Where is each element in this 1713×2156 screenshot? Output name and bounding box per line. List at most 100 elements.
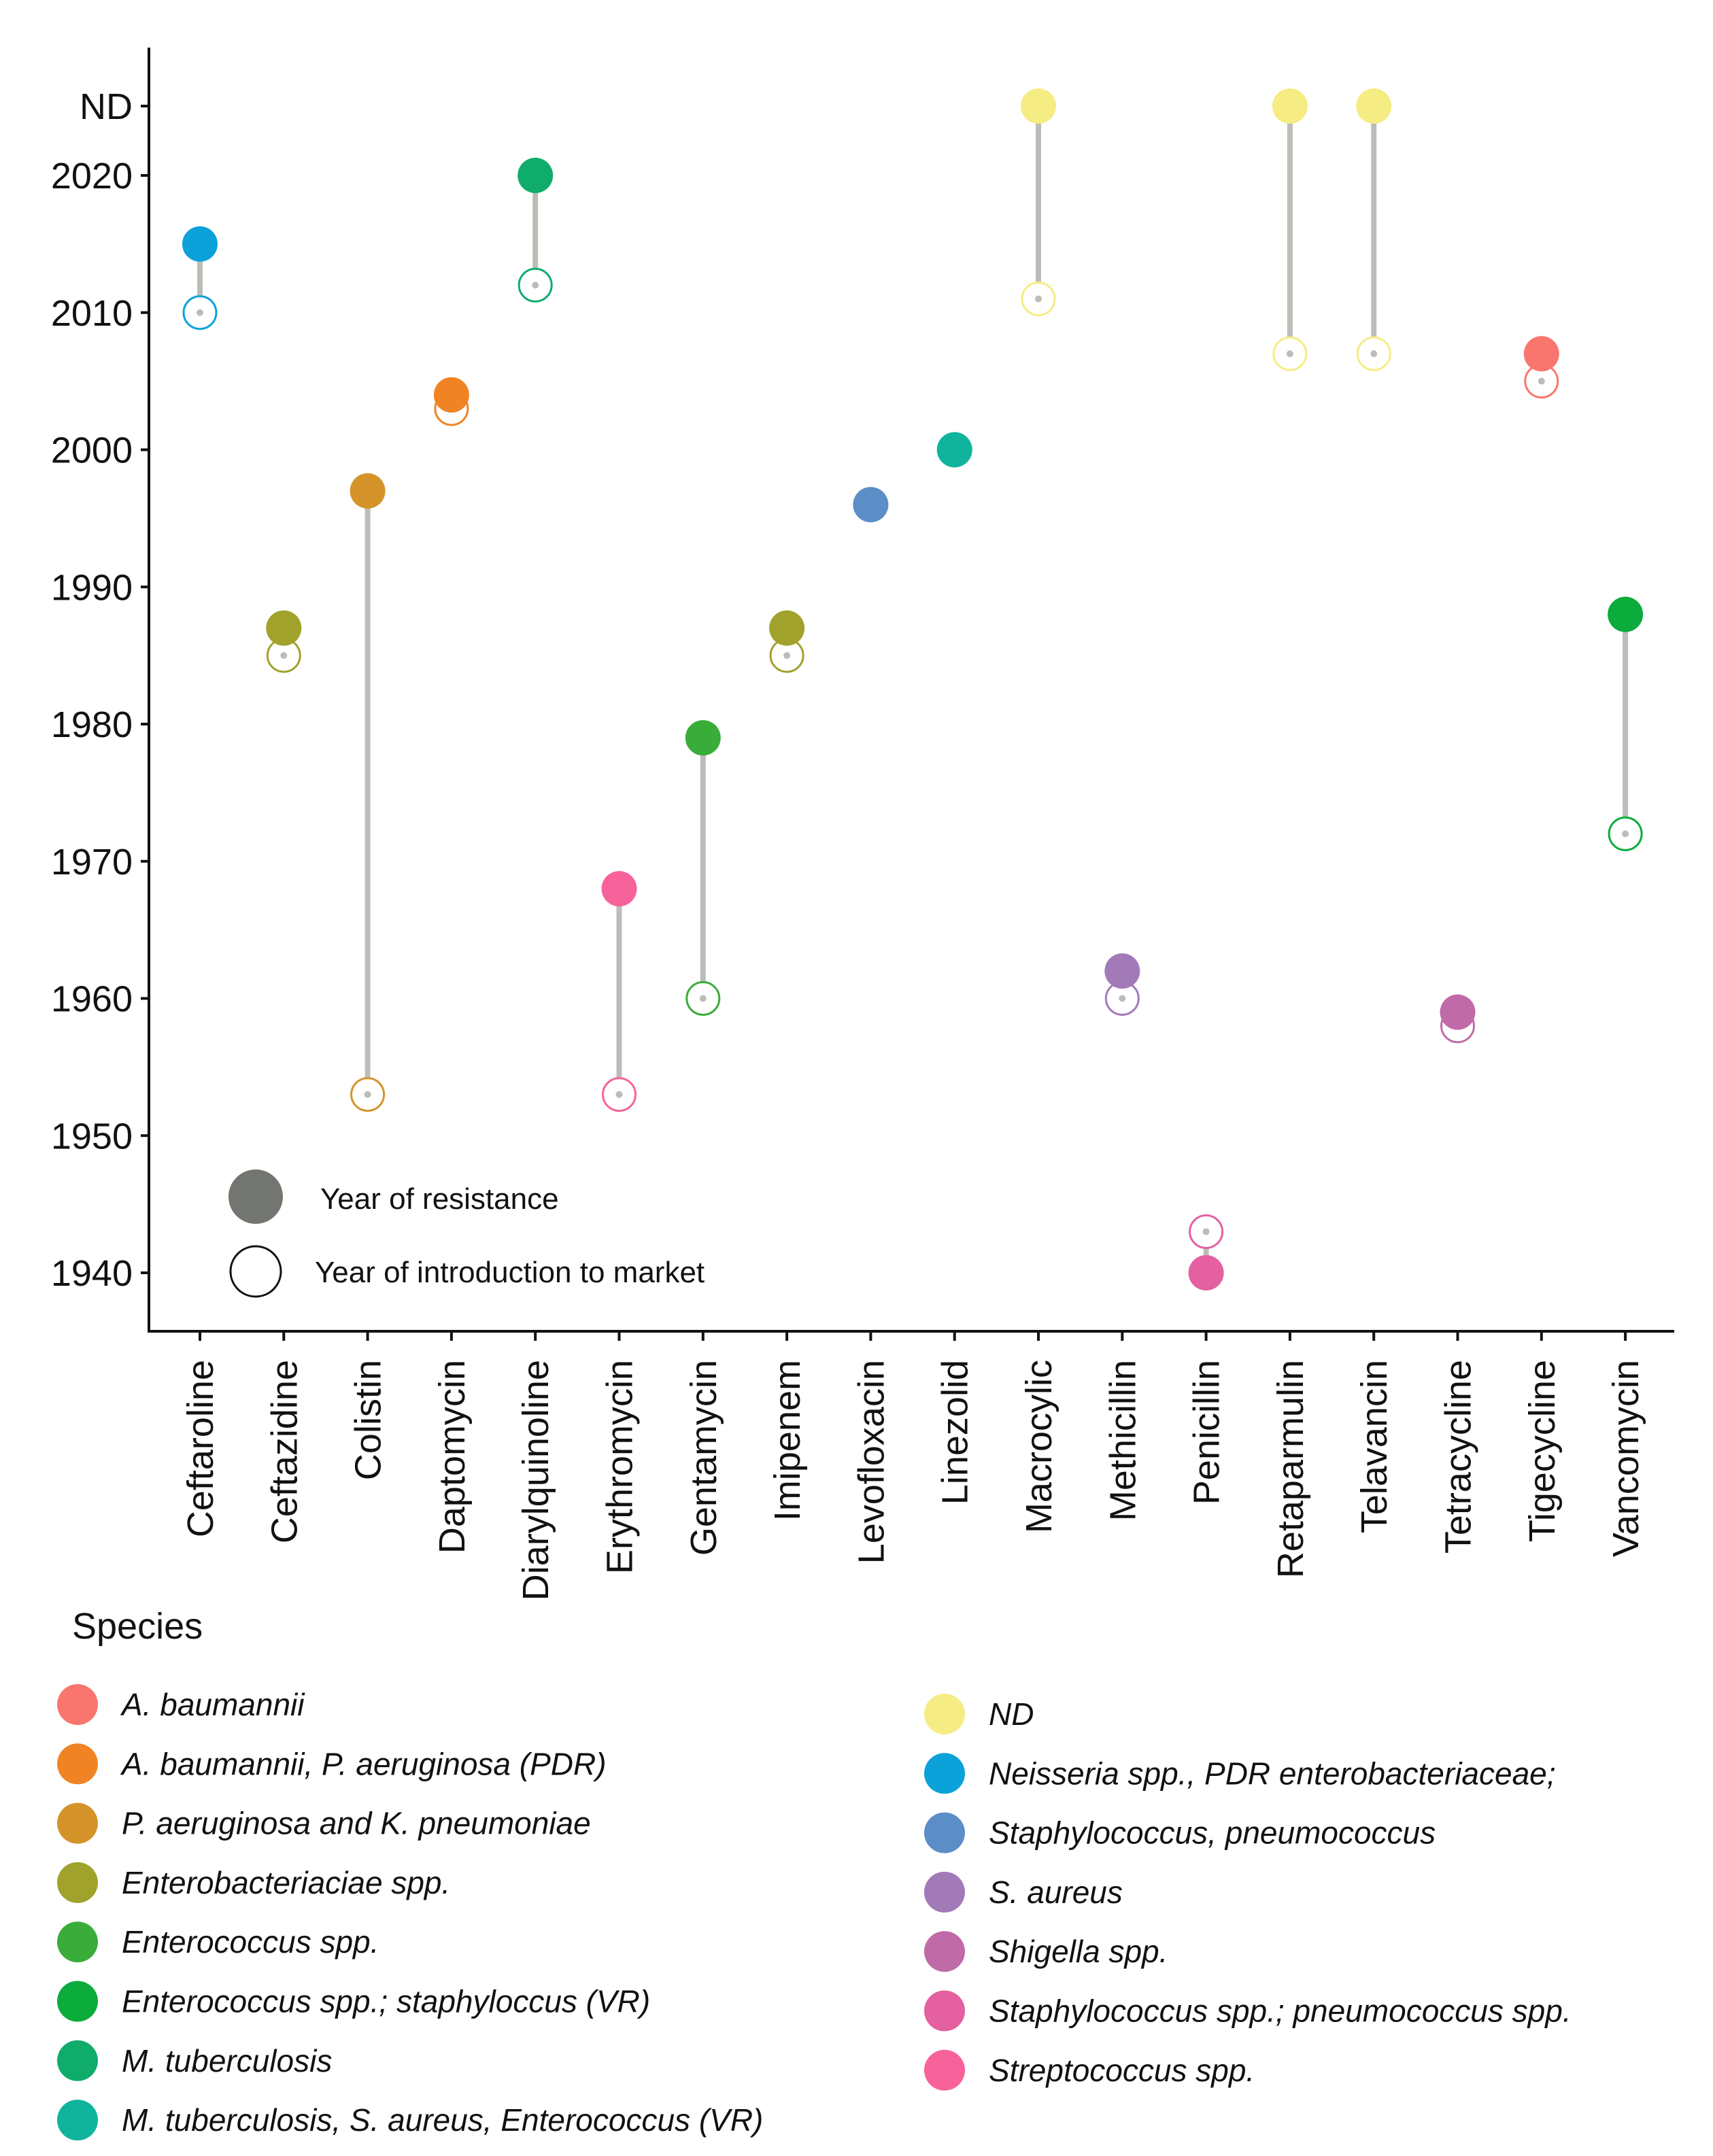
connector-end bbox=[532, 281, 539, 289]
connector-end bbox=[1035, 295, 1042, 303]
resistance-point bbox=[1356, 88, 1392, 124]
resistance-point bbox=[1608, 596, 1644, 632]
introduction-legend-key bbox=[229, 1245, 282, 1298]
x-tick-label: Penicillin bbox=[1187, 1360, 1227, 1505]
species-legend-key bbox=[57, 1684, 98, 1725]
y-tick-label: 2020 bbox=[51, 156, 133, 196]
resistance-point bbox=[266, 610, 302, 646]
species-legend-label: M. tuberculosis, S. aureus, Enterococcus… bbox=[122, 2102, 763, 2138]
x-tick-label: Ceftazidine bbox=[264, 1360, 305, 1543]
species-legend: A. baumannii A. baumannii, P. aeruginosa … bbox=[57, 1684, 1572, 2141]
x-tick-label: Linezolid bbox=[935, 1360, 976, 1505]
resistance-point bbox=[853, 487, 889, 523]
connector-end bbox=[1286, 350, 1293, 358]
species-legend-key bbox=[57, 1802, 98, 1844]
connector-end bbox=[783, 652, 791, 660]
connector-end bbox=[1119, 995, 1126, 1002]
species-legend-label: M. tuberculosis bbox=[122, 2043, 332, 2078]
inner-legend: Year of resistance Year of introduction … bbox=[228, 1169, 705, 1298]
species-legend-label: A. baumannii, P. aeruginosa (PDR) bbox=[120, 1746, 607, 1781]
species-legend-label: A. baumannii bbox=[120, 1687, 305, 1722]
connector-end bbox=[1202, 1228, 1210, 1235]
axes: 1940 1950 1960 1970 1980 1990 2000 2010 2020 ND Ce… bbox=[51, 48, 1674, 1601]
resistance-point bbox=[182, 226, 218, 262]
species-legend-key bbox=[924, 1812, 965, 1853]
y-tick-label: ND bbox=[80, 86, 133, 127]
y-tick-label: 1990 bbox=[51, 567, 133, 608]
y-tick-label: 1950 bbox=[51, 1116, 133, 1157]
introduction-legend-label: Year of introduction to market bbox=[315, 1256, 705, 1289]
resistance-point bbox=[769, 610, 805, 646]
species-legend-label: Staphylococcus, pneumococcus bbox=[989, 1815, 1436, 1851]
connector-end bbox=[197, 309, 203, 316]
x-tick-label: Ceftaroline bbox=[180, 1360, 221, 1537]
resistance-point bbox=[1021, 88, 1056, 124]
species-legend-label: S. aureus bbox=[989, 1875, 1123, 1910]
species-legend-key bbox=[924, 1931, 965, 1972]
species-legend-label: ND bbox=[989, 1696, 1034, 1732]
y-tick-label: 2000 bbox=[51, 430, 133, 471]
species-legend-key bbox=[57, 1743, 98, 1785]
x-tick-label: Telavancin bbox=[1354, 1360, 1395, 1533]
connector-end bbox=[1370, 350, 1378, 358]
x-tick-label: Erythromycin bbox=[600, 1360, 641, 1574]
x-tick-label: Colistin bbox=[348, 1360, 389, 1480]
y-tick-label: 1960 bbox=[51, 979, 133, 1020]
x-tick-label: Methicillin bbox=[1102, 1360, 1143, 1521]
resistance-legend-key bbox=[228, 1169, 283, 1224]
x-tick-label: Imipenem bbox=[767, 1360, 808, 1521]
x-tick-label: Diarylquinoline bbox=[515, 1360, 556, 1601]
x-tick-label: Macrocylic bbox=[1019, 1360, 1059, 1533]
connector-end bbox=[699, 995, 707, 1002]
species-legend-label: Staphylococcus spp.; pneumococcus spp. bbox=[989, 1994, 1572, 2029]
resistance-point bbox=[1188, 1255, 1224, 1290]
species-legend-key bbox=[57, 1862, 98, 1903]
x-tick-label: Daptomycin bbox=[432, 1360, 473, 1554]
connector-end bbox=[364, 1091, 371, 1098]
resistance-point bbox=[1523, 336, 1559, 372]
species-legend-label: Enterococcus spp. bbox=[122, 1924, 379, 1960]
species-legend-key bbox=[57, 2040, 98, 2081]
species-legend-key bbox=[924, 2049, 965, 2091]
resistance-point bbox=[685, 720, 721, 756]
connector-end bbox=[1622, 830, 1629, 838]
species-legend-label: Shigella spp. bbox=[989, 1934, 1168, 1969]
y-tick-label: 1980 bbox=[51, 704, 133, 745]
resistance-legend-label: Year of resistance bbox=[320, 1182, 559, 1216]
resistance-point bbox=[601, 871, 637, 907]
species-legend-key bbox=[924, 1753, 965, 1794]
x-tick-label: Tetracycline bbox=[1438, 1360, 1479, 1554]
species-legend-key bbox=[57, 2100, 98, 2141]
resistance-point bbox=[1440, 994, 1476, 1030]
resistance-point bbox=[1104, 953, 1140, 989]
resistance-point bbox=[433, 377, 469, 413]
x-tick-label: Vancomycin bbox=[1606, 1360, 1646, 1557]
marks bbox=[182, 88, 1644, 1290]
connector-end bbox=[615, 1091, 623, 1098]
species-legend-label: Enterobacteriaciae spp. bbox=[122, 1865, 450, 1900]
resistance-point bbox=[350, 473, 386, 509]
species-legend-key bbox=[924, 1871, 965, 1913]
species-legend-key bbox=[924, 1990, 965, 2032]
connector-end bbox=[1538, 377, 1545, 385]
species-legend-label: Neisseria spp., PDR enterobacteriaceae; bbox=[989, 1756, 1556, 1791]
y-tick-label: 1970 bbox=[51, 842, 133, 883]
species-legend-key bbox=[57, 1981, 98, 2022]
connector-end bbox=[280, 652, 288, 660]
y-tick-label: 2010 bbox=[51, 293, 133, 334]
species-legend-key bbox=[924, 1694, 965, 1734]
resistance-point bbox=[518, 158, 554, 193]
species-legend-title: Species bbox=[72, 1606, 203, 1647]
species-legend-label: Streptococcus spp. bbox=[989, 2053, 1255, 2088]
y-tick-label: 1940 bbox=[51, 1253, 133, 1294]
x-tick-label: Tigecycline bbox=[1522, 1360, 1563, 1542]
x-tick-label: Retaparmulin bbox=[1270, 1360, 1311, 1578]
species-legend-label: P. aeruginosa and K. pneumoniae bbox=[122, 1806, 591, 1841]
x-tick-label: Gentamycin bbox=[683, 1360, 724, 1556]
x-tick-label: Levofloxacin bbox=[851, 1360, 892, 1564]
resistance-point bbox=[936, 432, 972, 468]
species-legend-key bbox=[57, 1921, 98, 1963]
species-legend-label: Enterococcus spp.; staphyloccus (VR) bbox=[122, 1984, 650, 2019]
resistance-point bbox=[1272, 88, 1308, 124]
